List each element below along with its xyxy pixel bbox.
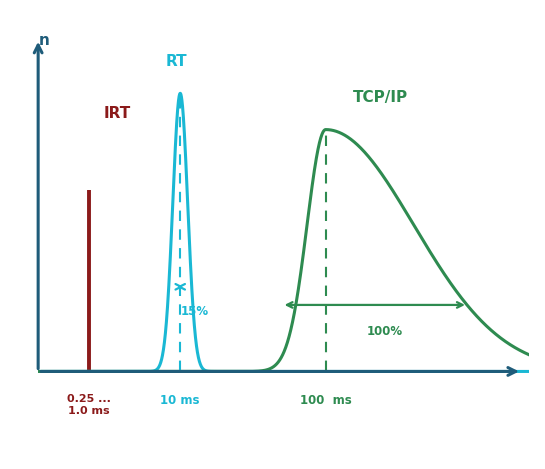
Text: 100  ms: 100 ms <box>300 394 352 407</box>
Text: TCP/IP: TCP/IP <box>353 91 408 106</box>
Text: 100%: 100% <box>367 325 403 338</box>
Text: 10 ms: 10 ms <box>160 394 200 407</box>
Text: IRT: IRT <box>104 106 131 121</box>
Text: 15%: 15% <box>181 305 209 318</box>
Text: n: n <box>39 33 50 48</box>
Text: 0.25 ...
1.0 ms: 0.25 ... 1.0 ms <box>67 394 111 416</box>
Text: RT: RT <box>166 54 187 69</box>
